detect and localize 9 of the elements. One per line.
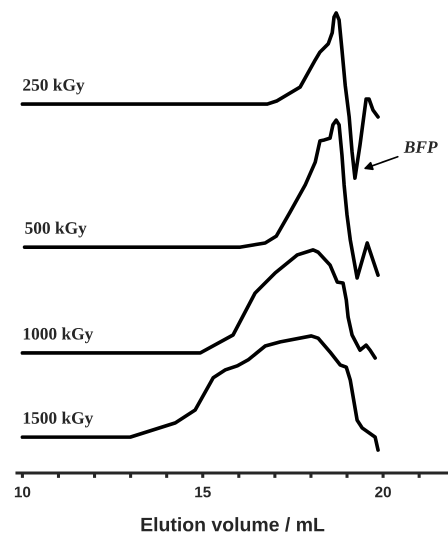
annotation: BFP	[404, 141, 438, 153]
x-tick-label: 20	[375, 486, 391, 498]
x-tick-label: 15	[195, 486, 211, 498]
series-label: 250 kGy	[23, 78, 84, 94]
series-label: 500 kGy	[25, 222, 87, 238]
x-tick-label: 10	[14, 486, 30, 498]
series-label: 1000 kGy	[24, 327, 94, 344]
series-label: 1500 kGy	[24, 412, 94, 428]
x-axis-title: Elution volume / mL	[141, 517, 324, 532]
